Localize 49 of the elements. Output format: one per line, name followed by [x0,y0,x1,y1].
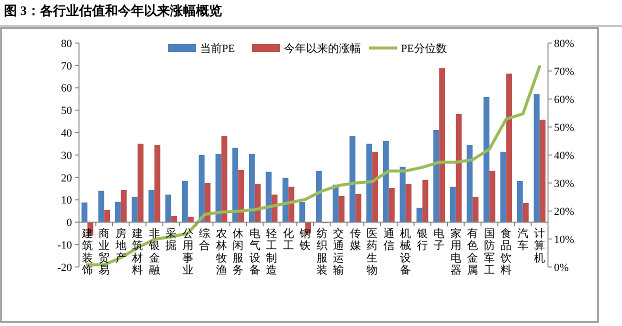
x-tick-label: 电子 [434,227,445,252]
x-tick-label: 有色金属 [467,228,478,276]
y2-tick-label: 40% [554,150,574,162]
x-tick-label: 纺织服装 [316,227,328,276]
legend-label: 今年以来的涨幅 [284,42,361,55]
x-tick-label: 钢铁 [298,228,311,252]
x-tick-label: 休闲服务 [232,228,244,276]
x-tick-label: 建筑装饰 [80,227,93,276]
y-tick-label: 20 [61,172,72,184]
legend-label: PE分位数 [401,42,447,55]
x-tick-label: 计算机 [534,227,546,264]
x-tick-label: 国防军工 [484,228,495,276]
x-tick-label: 医药生物 [366,228,378,276]
x-tick-label: 食品饮料 [500,228,512,276]
y-tick-label: 60 [61,82,72,95]
y2-tick-label: 70% [554,66,574,78]
x-tick-label: 农林牧渔 [214,228,227,276]
y-tick-label: 30 [61,150,72,162]
x-tick-label: 传媒 [350,228,361,252]
y2-tick-label: 20% [554,206,574,218]
chart-title: 图 3：各行业估值和今年以来涨幅概览 [4,3,222,18]
y-tick-label: 40 [61,127,72,140]
x-tick-label: 银行 [416,228,428,252]
x-tick-label: 交通运输 [333,227,344,276]
x-tick-label: 综合 [199,227,210,252]
y2-tick-label: 10% [554,234,574,246]
x-tick-label: 轻工制造 [266,228,278,276]
y-tick-label: -20 [57,262,72,274]
y-tick-label: -10 [57,239,72,252]
x-tick-label: 机械设备 [400,228,412,276]
y2-tick-label: 0% [554,262,569,274]
x-tick-label: 通信 [383,227,394,252]
x-tick-label: 汽车 [517,228,528,252]
x-tick-label: 家用电器 [450,227,462,276]
y2-tick-label: 80% [554,38,574,50]
y-tick-label: 50 [61,105,72,118]
y2-tick-label: 30% [554,178,574,190]
y2-tick-label: 60% [554,94,574,106]
x-tick-label: 商业贸易 [98,227,110,276]
x-tick-label: 电气设备 [249,227,260,276]
y-tick-label: 0 [66,217,72,230]
x-tick-label: 房地产 [114,227,126,264]
y-tick-label: 10 [61,194,72,207]
y-tick-label: 70 [61,60,72,72]
x-tick-label: 化工 [282,228,294,252]
y-tick-label: 80 [61,38,72,50]
legend-label: 当前PE [200,42,236,55]
x-tick-label: 非银金融 [148,227,160,276]
y2-tick-label: 50% [554,122,574,134]
